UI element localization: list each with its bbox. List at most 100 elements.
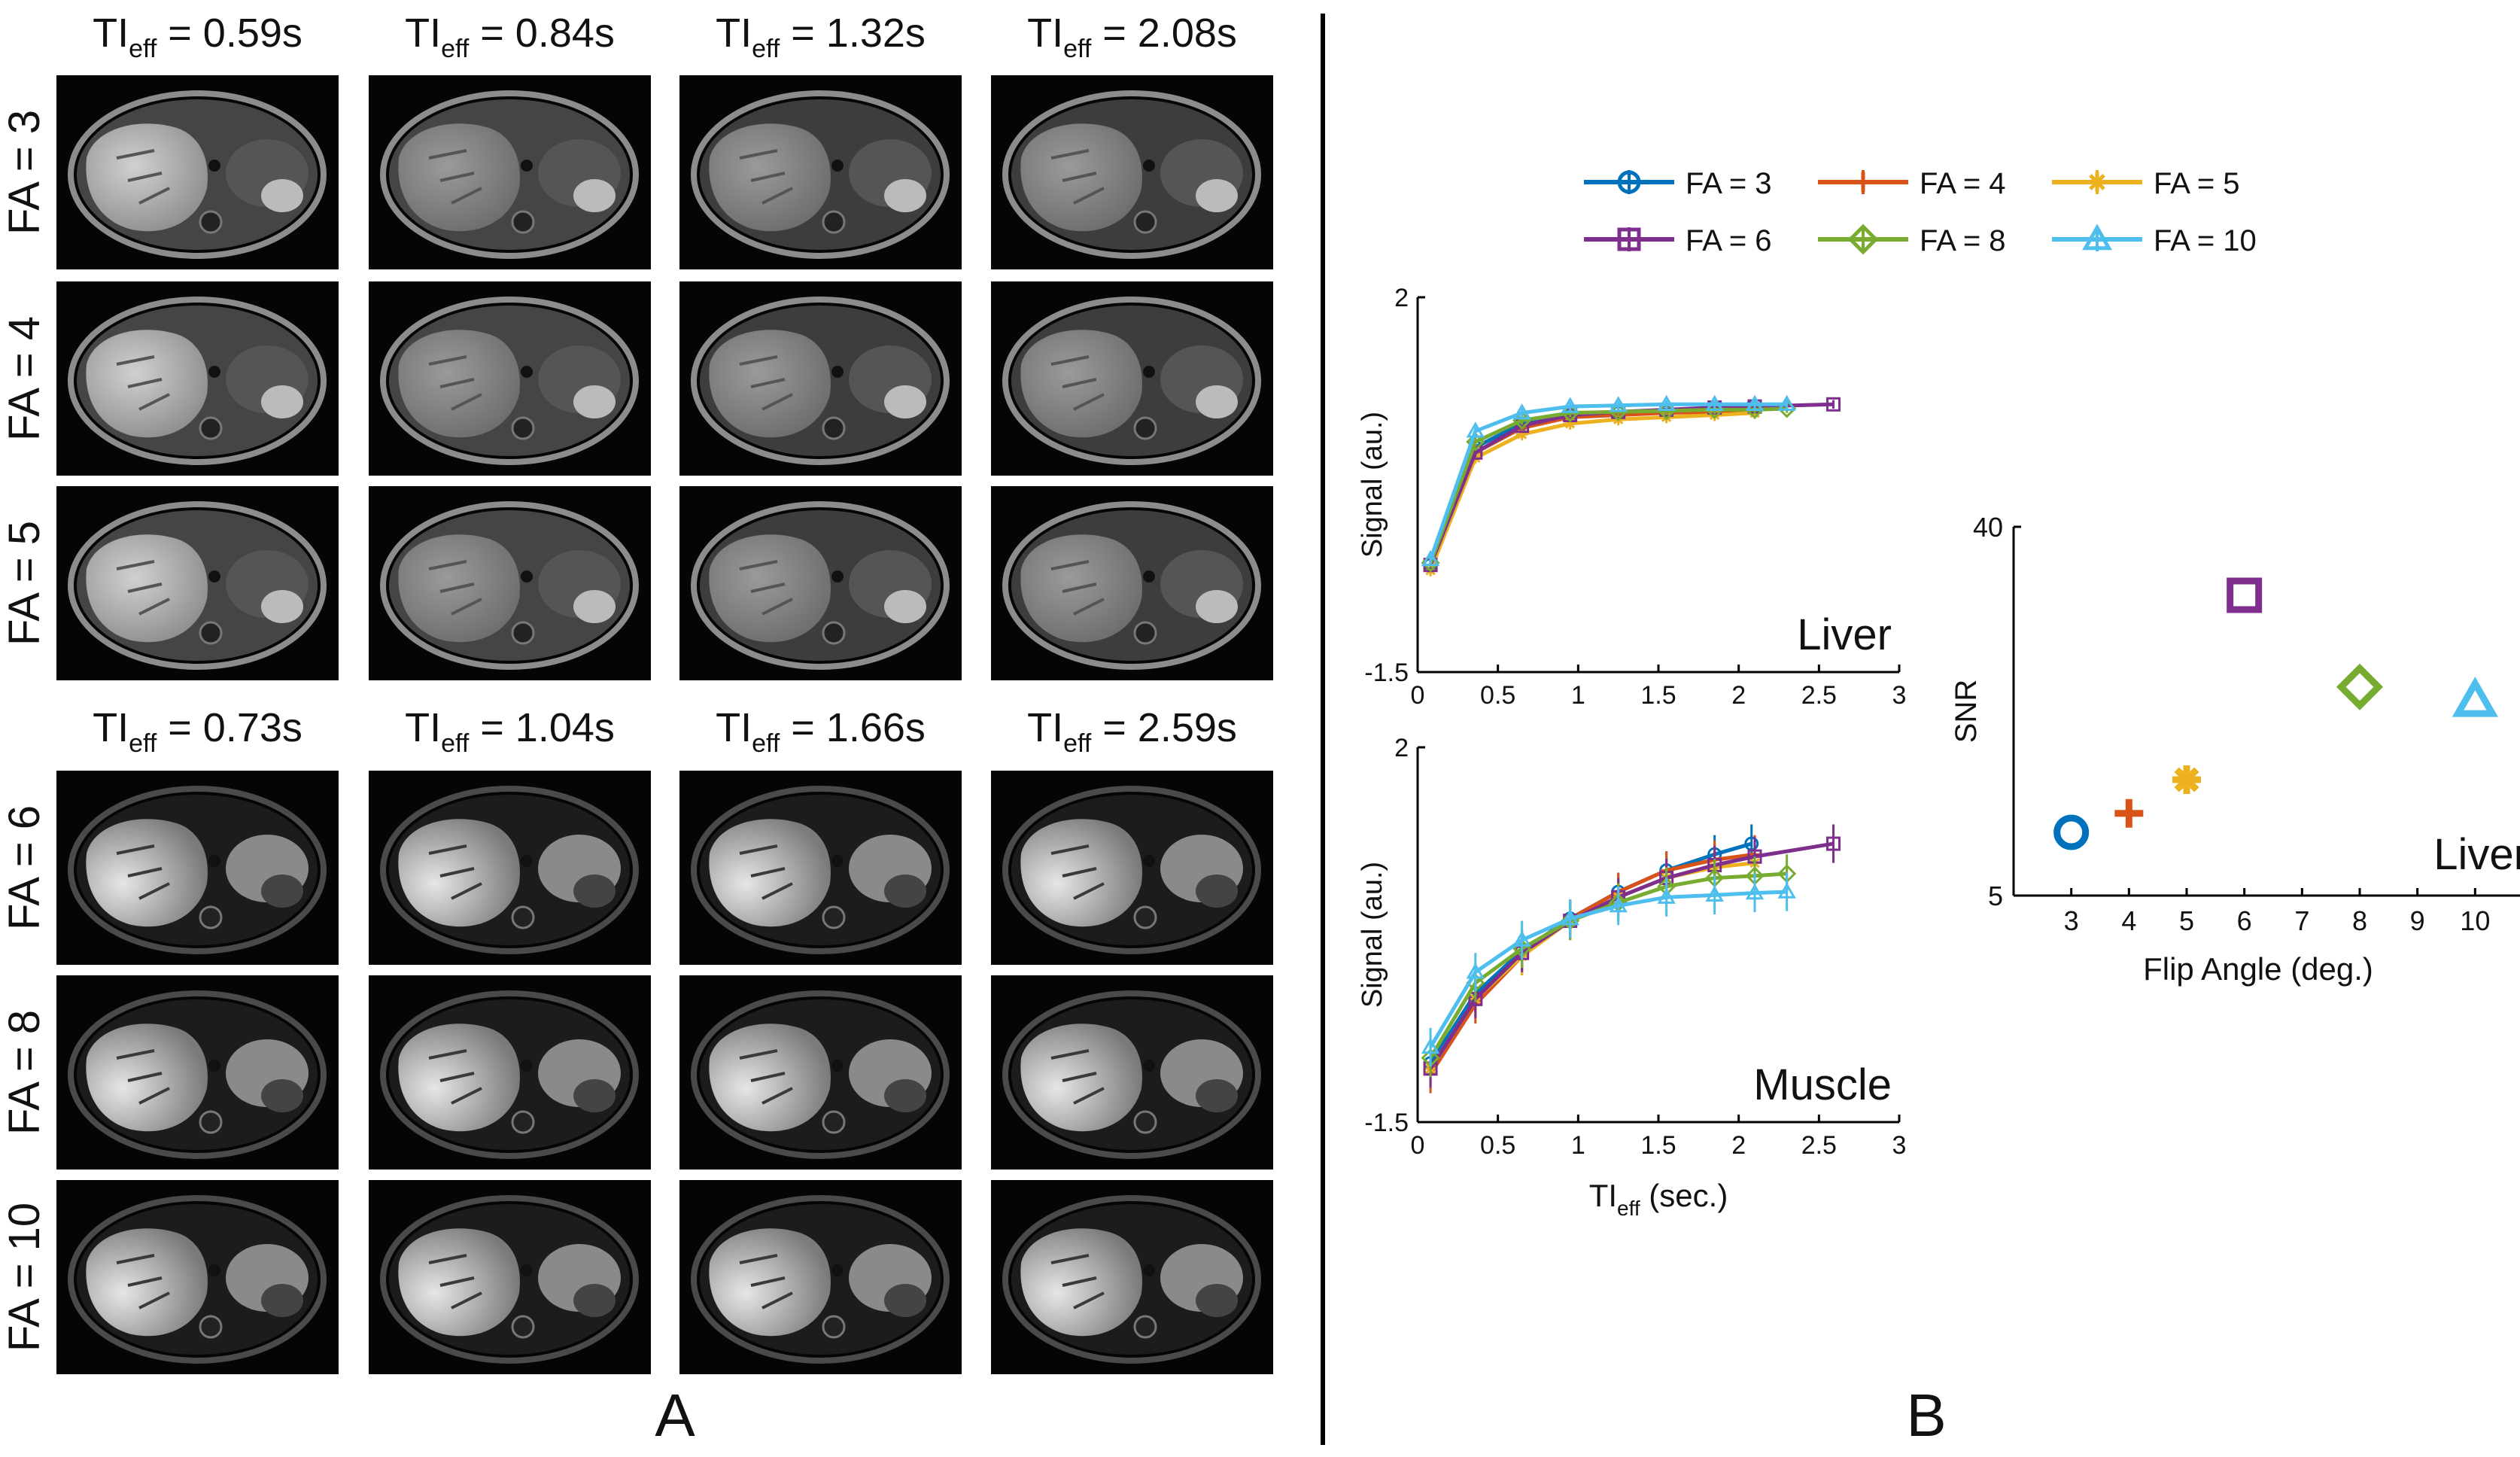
mri-image bbox=[369, 975, 651, 1170]
series-line bbox=[1428, 406, 1787, 564]
row-label: FA = 3 bbox=[0, 110, 49, 235]
y-tick-label: 2 bbox=[1394, 734, 1409, 762]
data-point bbox=[1705, 394, 1724, 411]
mri-image bbox=[991, 281, 1273, 476]
column-header: TIeff = 0.59s bbox=[93, 11, 302, 63]
data-point bbox=[2114, 798, 2144, 828]
series-line bbox=[1428, 402, 1834, 566]
legend-label: FA = 8 bbox=[1920, 224, 2006, 257]
muscle-signal-chart: 0 0.5 1 1.5 2 2.5 3 -1.5 2 Signal (au.) Muscle TIef… bbox=[1357, 734, 1906, 1220]
data-point bbox=[1705, 885, 1724, 902]
x-tick-label: 9 bbox=[2410, 905, 2425, 936]
x-tick-label: 6 bbox=[2237, 905, 2252, 936]
mri-image bbox=[56, 771, 339, 965]
chart-annotation: Liver bbox=[2433, 830, 2520, 879]
legend-marker bbox=[2087, 172, 2107, 192]
mri-image bbox=[56, 486, 339, 680]
column-header: TIeff = 2.59s bbox=[1027, 705, 1237, 758]
row-label: FA = 5 bbox=[0, 521, 49, 646]
mri-image-grid bbox=[56, 75, 1273, 1374]
mri-image bbox=[679, 1180, 962, 1374]
series-line bbox=[1428, 841, 1752, 1065]
data-point bbox=[2172, 765, 2201, 794]
y-axis-label: Signal (au.) bbox=[1357, 862, 1388, 1008]
legend-marker bbox=[1617, 227, 1641, 251]
mri-image bbox=[679, 281, 962, 476]
legend-marker bbox=[1853, 172, 1873, 192]
mri-image bbox=[679, 486, 962, 680]
data-point bbox=[1777, 394, 1796, 411]
x-tick-label: 4 bbox=[2121, 905, 2136, 936]
series-line bbox=[1428, 411, 1755, 571]
data-point bbox=[1466, 432, 1485, 452]
legend-entry: FA = 5 bbox=[2052, 167, 2240, 200]
y-tick-label: -1.5 bbox=[1364, 1109, 1409, 1137]
legend-entry: FA = 10 bbox=[2052, 224, 2257, 257]
mri-image bbox=[369, 75, 651, 269]
snr-chart: 3 4 5 6 7 8 9 10 5 40 SNR Flip Angle (deg.) Liver bbox=[1950, 512, 2520, 987]
column-header: TIeff = 1.66s bbox=[716, 705, 926, 758]
column-header: TIeff = 0.84s bbox=[405, 11, 615, 63]
legend: FA = 3 FA = 4 FA = 5 FA = 6 FA = 8 FA = 10 bbox=[1584, 167, 2257, 257]
data-point bbox=[1466, 963, 1485, 979]
data-point bbox=[1745, 883, 1765, 900]
x-tick-label: 2 bbox=[1731, 1131, 1746, 1160]
legend-label: FA = 3 bbox=[1686, 167, 1772, 200]
data-point bbox=[1421, 1037, 1440, 1054]
x-tick-label: 7 bbox=[2294, 905, 2309, 936]
panel-a-label: A bbox=[655, 1382, 695, 1449]
legend-marker bbox=[2082, 224, 2112, 251]
mri-image bbox=[56, 281, 339, 476]
series bbox=[1421, 394, 1796, 567]
mri-image bbox=[369, 281, 651, 476]
y-axis-label: Signal (au.) bbox=[1357, 412, 1388, 558]
x-tick-label: 1 bbox=[1571, 1131, 1585, 1160]
x-tick-label: 1.5 bbox=[1640, 681, 1676, 710]
series-line bbox=[1428, 402, 1787, 561]
mri-image bbox=[369, 771, 651, 965]
data-point bbox=[1564, 417, 1576, 430]
row-label: FA = 4 bbox=[0, 316, 49, 441]
liver-signal-chart: 0 0.5 1 1.5 2 2.5 3 -1.5 2 Signal (au.) Liver bbox=[1357, 284, 1906, 710]
legend-entry: FA = 3 bbox=[1584, 167, 1772, 200]
column-header: TIeff = 2.08s bbox=[1027, 11, 1237, 63]
x-tick-label: 3 bbox=[1892, 1131, 1907, 1160]
x-tick-label: 3 bbox=[2064, 905, 2079, 936]
legend-entry: FA = 6 bbox=[1584, 224, 1772, 257]
legend-marker bbox=[1617, 170, 1641, 194]
x-tick-label: 8 bbox=[2352, 905, 2367, 936]
data-point bbox=[1466, 421, 1485, 438]
mri-image bbox=[679, 975, 962, 1170]
legend-label: FA = 6 bbox=[1686, 224, 1772, 257]
series-line bbox=[1428, 852, 1755, 1075]
x-tick-label: 2 bbox=[1731, 681, 1746, 710]
panel-b-label: B bbox=[1906, 1382, 1946, 1449]
mri-image bbox=[56, 975, 339, 1170]
data-point bbox=[1777, 882, 1796, 899]
data-point bbox=[1512, 403, 1531, 420]
x-axis-label: Flip Angle (deg.) bbox=[2143, 951, 2373, 987]
data-point bbox=[1826, 397, 1841, 412]
chart-annotation: Liver bbox=[1797, 610, 1892, 659]
x-tick-label: 0 bbox=[1411, 681, 1425, 710]
data-point bbox=[1561, 397, 1579, 413]
data-point bbox=[2336, 663, 2384, 710]
x-tick-label: 2.5 bbox=[1801, 681, 1837, 710]
mri-image bbox=[991, 486, 1273, 680]
x-tick-label: 1.5 bbox=[1640, 1131, 1676, 1160]
mri-image bbox=[679, 771, 962, 965]
y-tick-label: 2 bbox=[1394, 284, 1409, 312]
data-point bbox=[1421, 549, 1440, 567]
y-tick-label: 40 bbox=[1973, 512, 2003, 543]
x-tick-label: 10 bbox=[2460, 905, 2490, 936]
data-point bbox=[1561, 909, 1579, 926]
legend-marker bbox=[1847, 224, 1879, 255]
series bbox=[1423, 397, 1841, 573]
data-point bbox=[1826, 836, 1841, 851]
column-header: TIeff = 0.73s bbox=[93, 705, 302, 758]
series-line bbox=[1428, 890, 1787, 1048]
row-label: FA = 10 bbox=[0, 1203, 49, 1352]
x-tick-label: 2.5 bbox=[1801, 1131, 1837, 1160]
y-tick-label: 5 bbox=[1988, 881, 2003, 911]
